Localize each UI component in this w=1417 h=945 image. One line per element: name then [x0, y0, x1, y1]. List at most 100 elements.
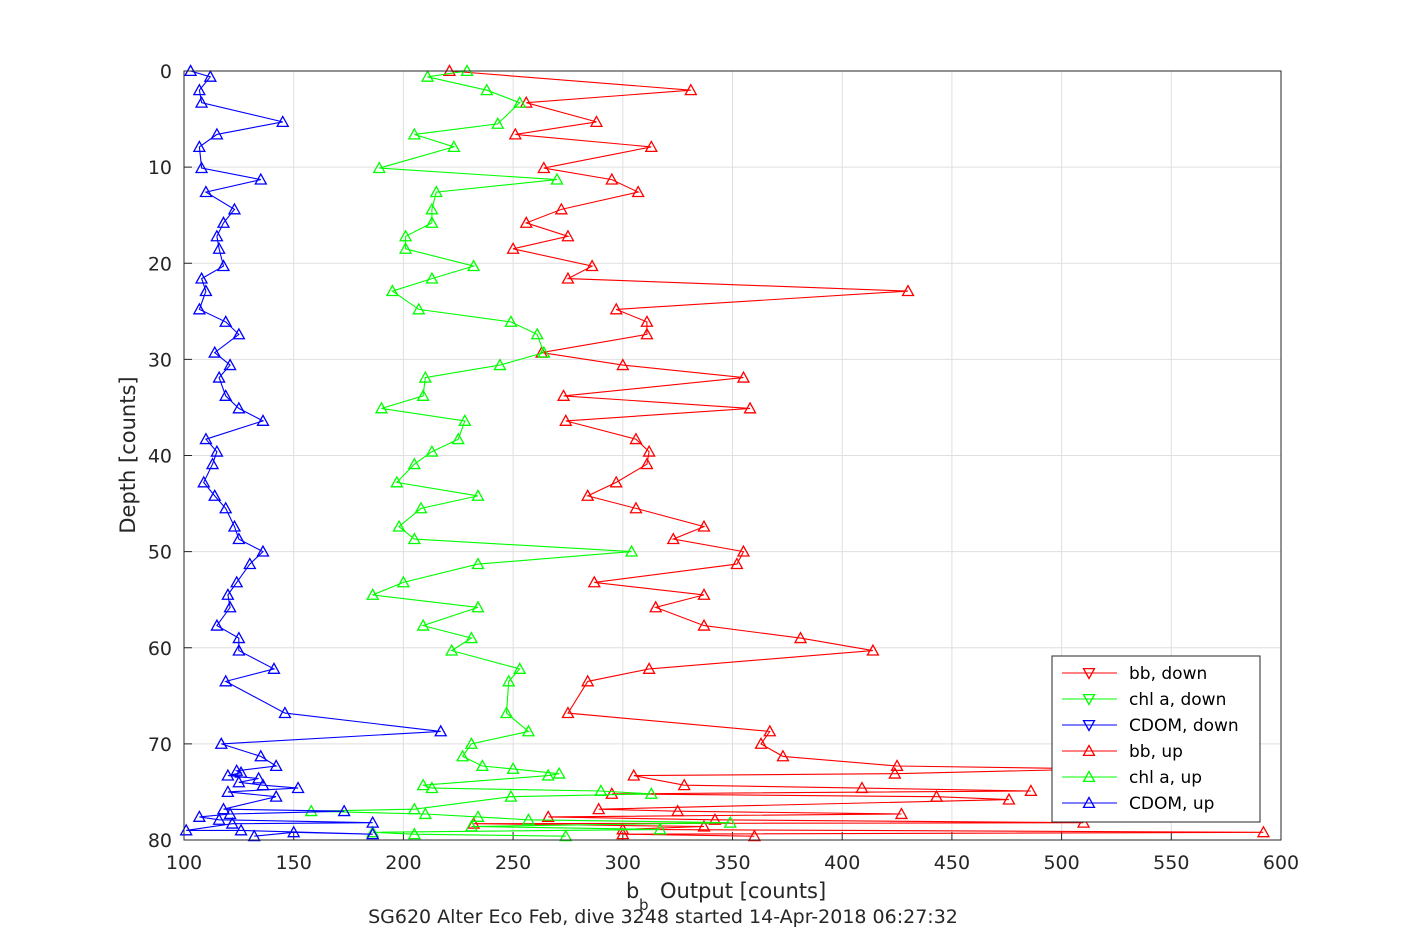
data-point-cdom-up [276, 115, 290, 127]
legend-item-bb-up: bb, up [1062, 742, 1183, 762]
data-point-bb-up [644, 140, 658, 152]
data-point-cdom-up [199, 432, 213, 445]
data-point-cdom-up [232, 532, 246, 545]
data-point-cdom-up [267, 662, 281, 674]
data-point-chl-a-up [398, 229, 413, 242]
x-tick-label: 250 [495, 852, 531, 874]
series-line-bb-up [449, 70, 1264, 837]
data-point-cdom-up [194, 95, 209, 108]
data-point-chl-a-up [416, 389, 430, 401]
data-point-chl-a-up [407, 802, 421, 815]
data-point-bb-up [901, 284, 915, 297]
legend-label: CDOM, up [1129, 794, 1214, 814]
data-point-chl-a-up [414, 501, 428, 514]
data-point-bb-up [508, 127, 522, 140]
data-point-bb-up [929, 789, 944, 802]
data-point-chl-a-up [493, 358, 507, 371]
data-point-bb-up [763, 724, 777, 737]
data-point-cdom-up [247, 829, 261, 842]
legend-marker-cdom-up [1082, 796, 1096, 809]
data-point-cdom-up [208, 345, 222, 358]
legend-box [1051, 655, 1261, 823]
data-point-chl-a-up [559, 829, 573, 842]
data-point-cdom-up [366, 815, 380, 828]
data-point-cdom-up [194, 271, 209, 284]
data-point-chl-a-up [552, 766, 566, 779]
x-tick-label: 150 [276, 852, 312, 874]
data-point-bb-up [747, 829, 762, 842]
data-point-cdom-up [254, 749, 268, 762]
data-point-cdom-up [223, 807, 237, 820]
data-point-cdom-up [234, 823, 248, 836]
data-point-chl-a-up [418, 370, 432, 383]
data-point-chl-a-up [504, 315, 518, 327]
data-point-cdom-up [179, 823, 193, 836]
plot-frame [183, 70, 1282, 841]
data-point-chl-a-up [475, 759, 489, 772]
data-point-cdom-up [203, 69, 217, 82]
data-point-cdom-up [219, 501, 233, 514]
data-point-chl-a-up [471, 600, 485, 613]
x-tick-label: 500 [1043, 852, 1079, 874]
data-point-cdom-up [251, 771, 266, 784]
y-axis-ticks: 0 10 20 30 40 50 60 70 80 [148, 61, 192, 852]
data-point-cdom-up [210, 229, 224, 242]
data-point-bb-up [736, 544, 751, 557]
data-point-bb-up [640, 327, 654, 340]
data-point-chl-a-up [504, 789, 518, 802]
data-point-chl-a-up [366, 825, 380, 838]
data-point-chl-a-up [372, 161, 386, 174]
legend-label: bb, down [1129, 664, 1207, 684]
y-tick-label: 0 [160, 61, 172, 83]
data-point-bb-up [736, 370, 751, 383]
data-point-bb-up [609, 302, 623, 315]
data-point-bb-up [677, 778, 691, 791]
data-point-cdom-up [197, 475, 211, 488]
data-point-chl-a-up [425, 271, 439, 284]
data-point-cdom-up [221, 785, 235, 797]
data-point-bb-up [894, 807, 909, 820]
data-point-bb-up [730, 557, 744, 570]
data-point-cdom-up [212, 812, 226, 825]
data-point-bb-up [1256, 825, 1271, 838]
data-point-cdom-up [192, 810, 206, 822]
data-point-bb-up [537, 161, 551, 174]
data-point-chl-a-up [425, 202, 439, 215]
data-point-chl-a-up [407, 532, 421, 545]
y-tick-label: 10 [148, 157, 172, 179]
data-point-bb-up [855, 781, 869, 794]
data-point-bb-up [631, 185, 645, 198]
data-point-chl-a-up [458, 414, 472, 426]
data-point-cdom-up [183, 64, 198, 77]
data-point-bb-up [585, 259, 599, 272]
legend-marker-chl-a-down [1082, 693, 1096, 706]
data-point-chl-a-up [506, 762, 520, 774]
data-point-cdom-up [227, 202, 242, 215]
data-point-cdom-up [287, 825, 301, 838]
data-point-bb-up [697, 618, 711, 631]
data-point-chl-a-up [653, 822, 667, 835]
data-point-bb-up [605, 787, 619, 799]
data-point-chl-a-up [521, 812, 536, 825]
data-point-chl-a-up [644, 787, 658, 799]
data-point-cdom-up [227, 519, 242, 532]
data-point-cdom-up [208, 489, 222, 501]
data-point-cdom-up [210, 127, 224, 140]
data-point-cdom-up [230, 575, 244, 588]
legend-marker-cdom-down [1082, 719, 1096, 732]
data-point-cdom-up [337, 804, 351, 817]
data-point-bb-up [754, 737, 768, 749]
data-point-bb-up [684, 83, 698, 96]
data-point-chl-a-up [499, 706, 514, 719]
data-point-bb-up [442, 64, 457, 77]
data-point-chl-a-up [464, 819, 479, 832]
data-point-chl-a-up [471, 810, 485, 822]
data-point-cdom-up [269, 759, 283, 772]
legend-item-cdom-up: CDOM, up [1062, 794, 1214, 814]
data-point-cdom-up [216, 259, 231, 272]
y-tick-label: 80 [148, 830, 172, 852]
data-point-cdom-up [232, 643, 246, 656]
data-point-cdom-up [210, 618, 224, 631]
data-point-chl-a-up [541, 768, 555, 781]
data-point-bb-up [708, 812, 722, 825]
